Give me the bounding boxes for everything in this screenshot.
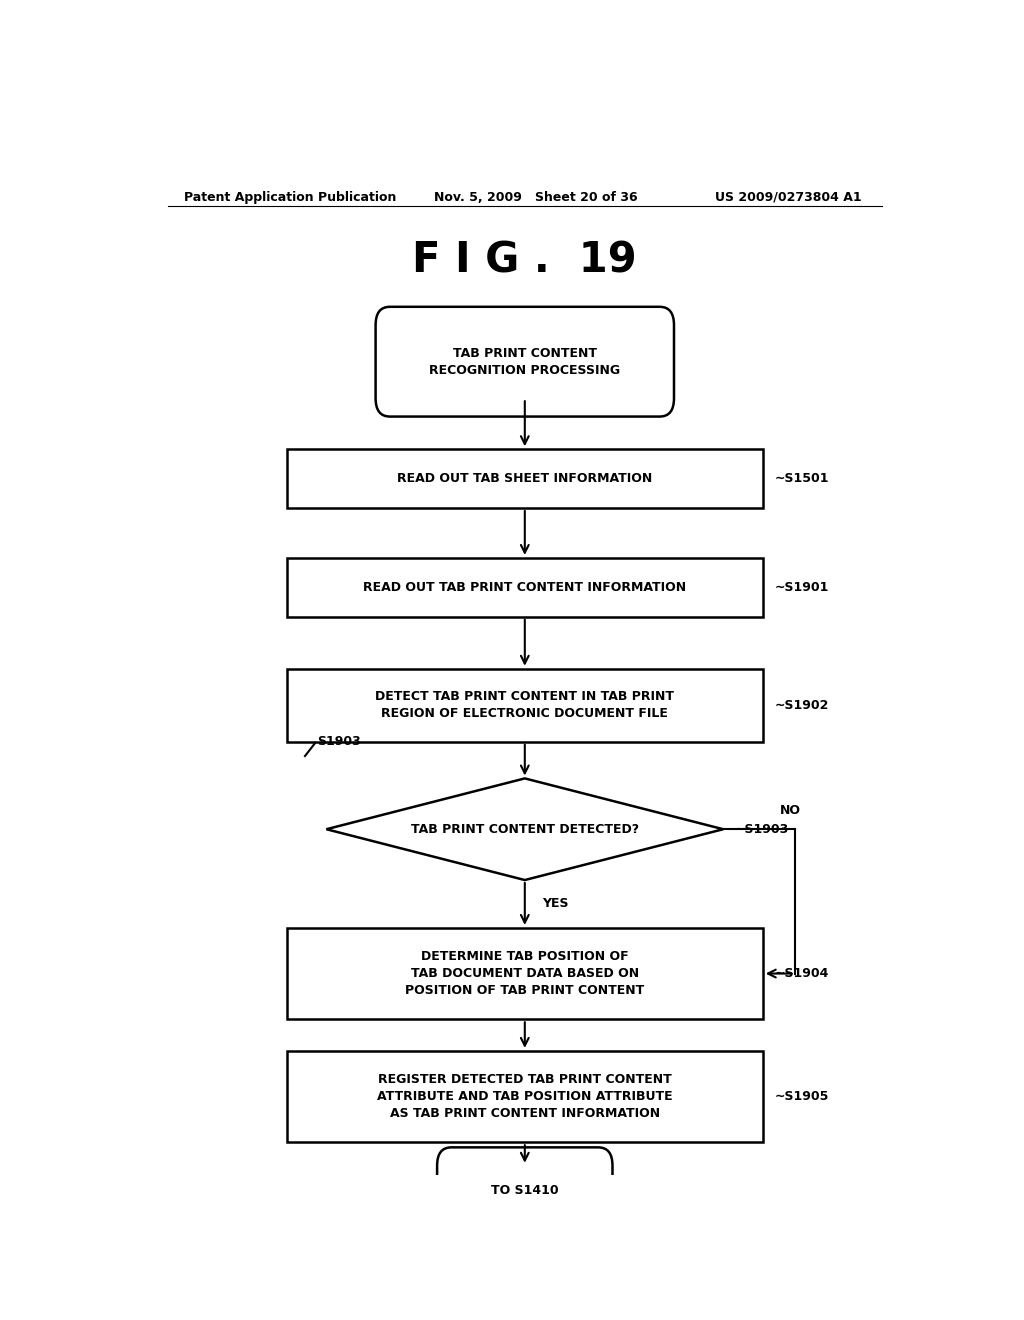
Text: US 2009/0273804 A1: US 2009/0273804 A1 (715, 190, 862, 203)
Text: READ OUT TAB PRINT CONTENT INFORMATION: READ OUT TAB PRINT CONTENT INFORMATION (364, 581, 686, 594)
FancyBboxPatch shape (376, 306, 674, 417)
Bar (287, 1051, 763, 1142)
Text: NO: NO (780, 804, 801, 817)
Text: ∼S1905: ∼S1905 (775, 1090, 829, 1104)
Text: ∼S1501: ∼S1501 (775, 473, 829, 484)
Text: S1903: S1903 (316, 735, 360, 748)
Text: TAB PRINT CONTENT DETECTED?: TAB PRINT CONTENT DETECTED? (411, 822, 639, 836)
Text: ∼S1903: ∼S1903 (735, 822, 790, 836)
Text: YES: YES (543, 898, 568, 911)
Bar (287, 449, 763, 508)
Text: ∼S1904: ∼S1904 (775, 968, 829, 979)
Text: READ OUT TAB SHEET INFORMATION: READ OUT TAB SHEET INFORMATION (397, 473, 652, 484)
Polygon shape (327, 779, 723, 880)
Text: F I G .  19: F I G . 19 (413, 239, 637, 281)
FancyBboxPatch shape (437, 1147, 612, 1233)
Bar (287, 669, 763, 742)
Text: REGISTER DETECTED TAB PRINT CONTENT
ATTRIBUTE AND TAB POSITION ATTRIBUTE
AS TAB : REGISTER DETECTED TAB PRINT CONTENT ATTR… (377, 1073, 673, 1121)
Text: Nov. 5, 2009   Sheet 20 of 36: Nov. 5, 2009 Sheet 20 of 36 (433, 190, 637, 203)
Text: ∼S1901: ∼S1901 (775, 581, 829, 594)
Bar (287, 928, 763, 1019)
Text: TO S1410: TO S1410 (490, 1184, 559, 1196)
Text: Patent Application Publication: Patent Application Publication (183, 190, 396, 203)
Text: DETECT TAB PRINT CONTENT IN TAB PRINT
REGION OF ELECTRONIC DOCUMENT FILE: DETECT TAB PRINT CONTENT IN TAB PRINT RE… (376, 690, 674, 721)
Bar (287, 558, 763, 616)
Text: ∼S1902: ∼S1902 (775, 698, 829, 711)
Text: TAB PRINT CONTENT
RECOGNITION PROCESSING: TAB PRINT CONTENT RECOGNITION PROCESSING (429, 347, 621, 376)
Text: DETERMINE TAB POSITION OF
TAB DOCUMENT DATA BASED ON
POSITION OF TAB PRINT CONTE: DETERMINE TAB POSITION OF TAB DOCUMENT D… (406, 950, 644, 997)
